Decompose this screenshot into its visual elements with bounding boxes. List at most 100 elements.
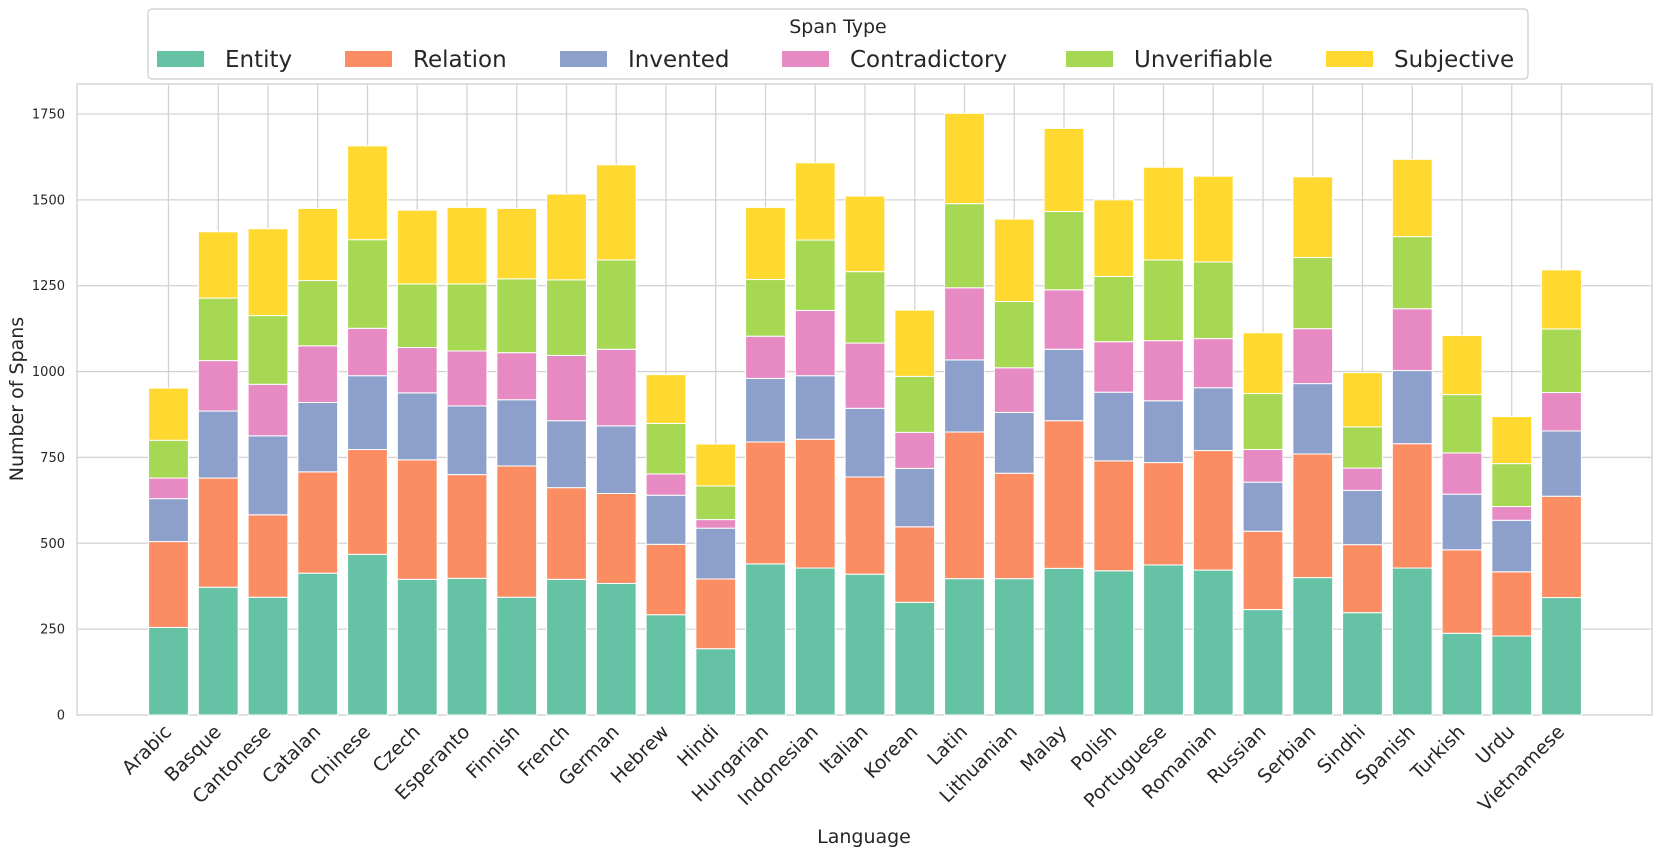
- bar-relation-russian: [1242, 530, 1284, 611]
- bar-entity-cantonese: [247, 596, 289, 716]
- bar-unverifiable-romanian: [1192, 261, 1234, 340]
- bar-entity-sindhi: [1342, 612, 1383, 716]
- bar-contradictory-basque: [197, 360, 239, 412]
- bar-stack-czech: [396, 209, 438, 716]
- bar-contradictory-sindhi: [1342, 467, 1383, 491]
- bar-stack-hebrew: [645, 374, 687, 716]
- bar-relation-french: [546, 487, 587, 580]
- bar-subjective-arabic: [148, 387, 189, 441]
- bar-invented-arabic: [148, 498, 189, 543]
- legend: Span Type Entity Relation Invented Contradi…: [147, 8, 1529, 80]
- bar-invented-esperanto: [446, 405, 488, 476]
- bar-contradictory-polish: [1093, 341, 1135, 393]
- bar-invented-urdu: [1491, 519, 1533, 573]
- bar-contradictory-urdu: [1491, 506, 1533, 521]
- bar-contradictory-czech: [396, 347, 438, 394]
- legend-label: Relation: [413, 47, 507, 73]
- x-tick-label: Finnish: [462, 721, 524, 783]
- bar-unverifiable-finnish: [496, 278, 538, 354]
- bar-contradictory-catalan: [297, 345, 339, 403]
- bar-subjective-esperanto: [446, 206, 488, 285]
- bar-subjective-serbian: [1292, 176, 1334, 259]
- legend-item-invented: Invented: [560, 47, 729, 73]
- bar-entity-malay: [1043, 567, 1085, 716]
- bar-unverifiable-catalan: [297, 280, 339, 347]
- bar-invented-indonesian: [794, 375, 836, 440]
- bar-unverifiable-malay: [1043, 211, 1085, 291]
- bar-relation-malay: [1043, 420, 1085, 569]
- bar-invented-malay: [1043, 348, 1085, 422]
- bar-stack-portuguese: [1143, 166, 1184, 716]
- bar-subjective-lithuanian: [993, 218, 1035, 303]
- bar-relation-finnish: [496, 465, 538, 598]
- legend-label: Entity: [225, 47, 292, 73]
- bar-entity-finnish: [496, 596, 538, 716]
- bar-invented-basque: [197, 410, 239, 479]
- bar-stack-arabic: [148, 387, 189, 716]
- legend-swatch: [157, 51, 204, 67]
- bar-subjective-sindhi: [1342, 372, 1383, 428]
- bar-entity-romanian: [1192, 569, 1234, 716]
- bar-entity-korean: [894, 601, 936, 716]
- bar-stack-urdu: [1491, 416, 1533, 716]
- bar-subjective-portuguese: [1143, 166, 1184, 261]
- bar-stack-basque: [197, 231, 239, 716]
- bar-subjective-indonesian: [794, 162, 836, 241]
- legend-label: Contradictory: [850, 47, 1007, 73]
- bar-stack-indonesian: [794, 162, 836, 716]
- bar-subjective-french: [546, 193, 587, 281]
- bar-entity-italian: [844, 573, 886, 716]
- bar-contradictory-hungarian: [745, 335, 786, 379]
- bars: [148, 112, 1582, 716]
- bar-subjective-italian: [844, 195, 886, 273]
- bar-contradictory-spanish: [1391, 308, 1433, 372]
- bar-invented-italian: [844, 407, 886, 478]
- x-tick-labels: ArabicBasqueCantoneseCatalanChineseCzech…: [118, 721, 1569, 816]
- bar-relation-hebrew: [645, 543, 687, 616]
- bar-relation-portuguese: [1143, 462, 1184, 566]
- bar-stack-hungarian: [745, 206, 786, 716]
- bar-stack-italian: [844, 195, 886, 716]
- legend-frame: [147, 8, 1529, 80]
- bar-unverifiable-cantonese: [247, 315, 289, 385]
- bar-stack-finnish: [496, 207, 538, 716]
- bar-invented-vietnamese: [1541, 430, 1582, 497]
- bar-relation-chinese: [347, 449, 388, 555]
- bar-stack-german: [595, 164, 637, 716]
- bar-stack-malay: [1043, 127, 1085, 716]
- bar-unverifiable-turkish: [1441, 394, 1483, 454]
- bar-entity-urdu: [1491, 635, 1533, 716]
- legend-swatch: [1066, 51, 1113, 67]
- bar-relation-sindhi: [1342, 544, 1383, 614]
- bar-subjective-hungarian: [745, 206, 786, 281]
- bar-invented-spanish: [1391, 370, 1433, 445]
- bar-relation-turkish: [1441, 549, 1483, 634]
- bar-unverifiable-vietnamese: [1541, 328, 1582, 394]
- legend-label: Invented: [628, 47, 729, 73]
- bar-contradictory-korean: [894, 431, 936, 469]
- bar-subjective-finnish: [496, 207, 538, 280]
- y-tick-label: 750: [40, 451, 65, 466]
- bar-stack-vietnamese: [1541, 269, 1582, 716]
- bar-relation-italian: [844, 476, 886, 575]
- bar-unverifiable-russian: [1242, 393, 1284, 451]
- bar-unverifiable-latin: [944, 203, 985, 289]
- bar-relation-lithuanian: [993, 472, 1035, 580]
- bar-contradictory-cantonese: [247, 383, 289, 437]
- bar-stack-romanian: [1192, 175, 1234, 716]
- bar-contradictory-romanian: [1192, 338, 1234, 389]
- y-tick-labels: 0 250 500 750 1000 1250 1500 1750: [32, 108, 65, 724]
- bar-entity-chinese: [347, 553, 388, 716]
- bar-contradictory-chinese: [347, 327, 388, 377]
- bar-unverifiable-arabic: [148, 439, 189, 479]
- bar-unverifiable-esperanto: [446, 283, 488, 352]
- bar-entity-russian: [1242, 609, 1284, 716]
- bar-contradictory-latin: [944, 287, 985, 361]
- bar-invented-polish: [1093, 391, 1135, 462]
- legend-item-entity: Entity: [157, 47, 292, 73]
- legend-swatch: [345, 51, 392, 67]
- bar-relation-korean: [894, 526, 936, 603]
- bar-invented-turkish: [1441, 493, 1483, 551]
- bar-relation-spanish: [1391, 443, 1433, 569]
- bar-relation-hungarian: [745, 441, 786, 565]
